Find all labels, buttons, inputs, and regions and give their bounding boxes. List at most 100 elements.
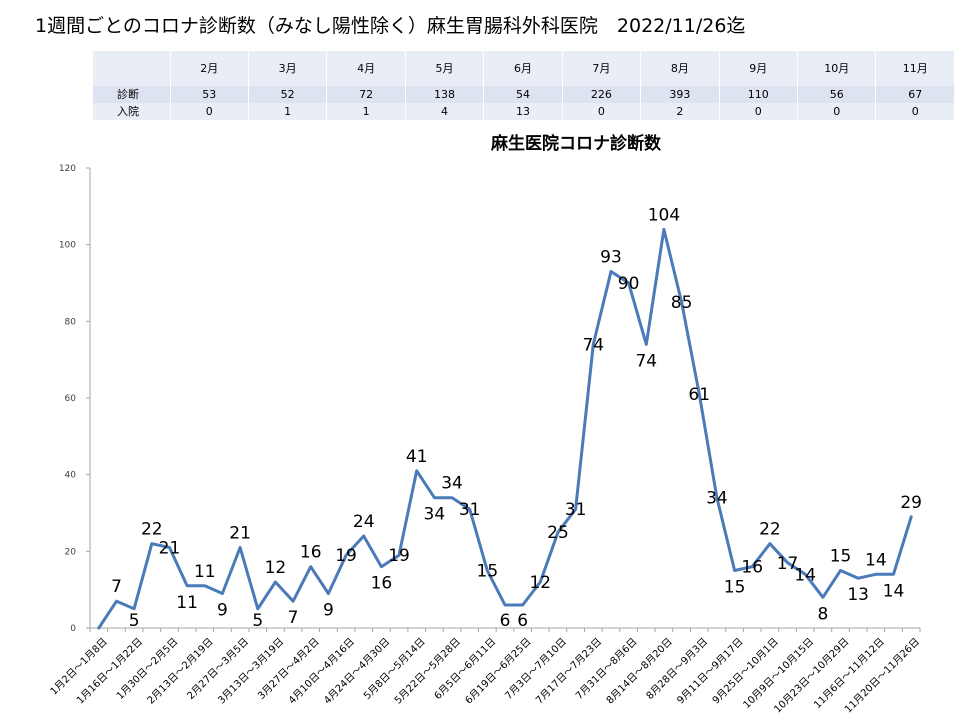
data-point — [468, 507, 471, 511]
data-label: 14 — [865, 550, 887, 570]
data-label: 17 — [777, 554, 799, 574]
data-point — [627, 281, 630, 285]
data-label: 16 — [741, 558, 763, 578]
data-label: 21 — [159, 539, 181, 559]
month-cell: 9月 — [719, 51, 799, 86]
data-label: 14 — [883, 581, 905, 601]
data-label: 16 — [300, 543, 322, 563]
page-title: 1週間ごとのコロナ診断数（みなし陽性除く）麻生胃腸科外科医院 2022/11/2… — [35, 15, 746, 37]
data-point — [185, 584, 189, 588]
data-label: 13 — [847, 585, 869, 605]
data-label: 93 — [600, 248, 622, 268]
data-point — [804, 573, 807, 576]
data-point — [592, 343, 595, 346]
value-cell: 110 — [719, 86, 799, 103]
value-cell: 0 — [797, 103, 877, 120]
data-point — [645, 343, 648, 346]
data-label: 34 — [424, 505, 446, 525]
value-cell: 67 — [875, 86, 955, 103]
data-label: 41 — [406, 447, 428, 467]
value-cell: 52 — [248, 86, 328, 103]
data-label: 12 — [265, 558, 287, 578]
value-cell: 1 — [248, 103, 328, 120]
data-point — [415, 469, 418, 473]
month-cell: 4月 — [326, 51, 406, 86]
data-point — [892, 573, 895, 576]
data-point — [291, 599, 295, 603]
data-label: 16 — [371, 574, 393, 594]
data-label: 12 — [529, 573, 551, 593]
data-label: 74 — [635, 351, 657, 371]
value-cell: 0 — [562, 103, 642, 120]
data-point — [221, 592, 224, 595]
data-label: 24 — [353, 512, 375, 532]
data-label: 90 — [618, 274, 640, 294]
x-tick-label: 3月13日～3月19日 — [216, 636, 287, 707]
diagnosis-row: 診断 53 52 72 138 54 226 393 110 56 67 — [93, 86, 955, 103]
admission-row: 入院 0 1 1 4 13 0 2 0 0 0 — [93, 103, 955, 120]
data-label: 21 — [229, 524, 251, 544]
data-label: 25 — [547, 523, 569, 543]
x-tick-label: 9月11日～9月17日 — [675, 636, 746, 707]
x-tick-label: 6月19日～6月25日 — [463, 636, 534, 707]
data-point — [115, 599, 118, 603]
data-point — [821, 596, 825, 599]
chart-title: 麻生医院コロナ診断数 — [490, 133, 662, 154]
data-label: 14 — [794, 565, 816, 585]
x-tick-label: 1月30日～2月5日 — [114, 636, 180, 702]
data-point — [839, 569, 842, 572]
data-point — [380, 565, 383, 568]
data-point — [362, 534, 365, 538]
data-point — [874, 573, 878, 576]
data-point — [856, 576, 860, 580]
data-label: 15 — [477, 562, 499, 582]
value-cell: 2 — [640, 103, 720, 120]
y-tick-label: 0 — [70, 624, 76, 634]
x-tick-label: 3月27日～4月2日 — [255, 636, 321, 702]
data-label: 22 — [141, 520, 163, 540]
data-point — [450, 496, 454, 499]
month-cell: 2月 — [170, 51, 249, 86]
month-header-row: 2月 3月 4月 5月 6月 7月 8月 9月 10月 11月 — [93, 51, 955, 86]
data-label: 11 — [194, 562, 216, 582]
summary-table: 2月 3月 4月 5月 6月 7月 8月 9月 10月 11月 診断 53 52… — [93, 51, 955, 120]
x-tick-label: 5月22日～5月28日 — [392, 636, 463, 707]
data-point — [521, 603, 524, 607]
data-point — [309, 565, 312, 568]
data-point — [486, 569, 489, 572]
data-point — [503, 603, 507, 607]
data-point — [203, 584, 206, 588]
y-tick-label: 80 — [65, 317, 77, 327]
data-label: 31 — [459, 500, 481, 520]
y-axis-ticks: 0 20 40 60 80 100 120 — [59, 164, 90, 634]
data-label: 8 — [817, 604, 828, 624]
value-cell: 138 — [405, 86, 485, 103]
data-label: 19 — [388, 546, 410, 566]
data-point — [168, 546, 171, 549]
data-point — [433, 496, 436, 499]
data-point — [768, 542, 772, 545]
series-line-layer — [97, 227, 913, 630]
data-label: 85 — [671, 293, 693, 313]
x-tick-label: 8月28日～9月3日 — [644, 636, 710, 702]
row-label: 診断 — [93, 86, 171, 103]
x-tick-label: 7月31日～8月6日 — [573, 636, 639, 702]
x-tick-label: 4月24日～4月30日 — [321, 636, 392, 707]
x-tick-label: 7月3日～7月10日 — [503, 636, 569, 702]
x-tick-label: 9月25日～10月1日 — [710, 636, 781, 707]
month-cell: 6月 — [483, 51, 563, 86]
value-cell: 0 — [719, 103, 799, 120]
data-label: 15 — [724, 578, 746, 598]
row-label: 入院 — [93, 103, 171, 120]
data-point — [786, 561, 789, 565]
line-chart: 麻生医院コロナ診断数 0 20 40 60 80 100 120 1月2日～1月8日1月16… — [48, 133, 922, 715]
value-cell: 72 — [326, 86, 406, 103]
x-tick-label: 2月27日～3月5日 — [185, 636, 251, 702]
value-cell: 393 — [640, 86, 720, 103]
value-cell: 54 — [483, 86, 563, 103]
data-point — [698, 392, 701, 396]
data-label: 15 — [830, 547, 852, 567]
data-point — [733, 569, 736, 572]
data-label: 34 — [706, 489, 728, 509]
month-cell: 10月 — [797, 51, 877, 86]
